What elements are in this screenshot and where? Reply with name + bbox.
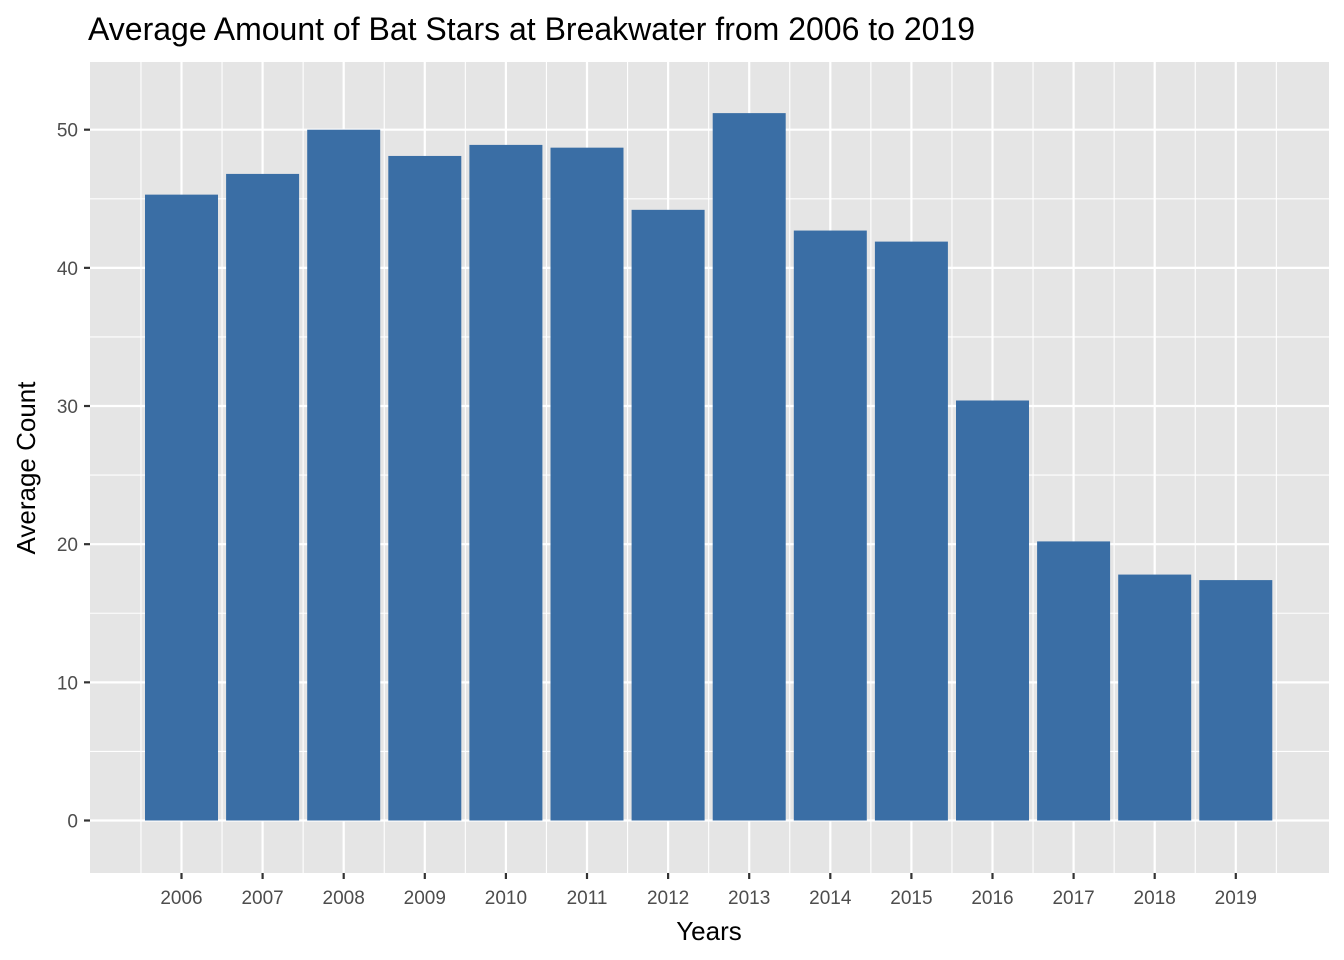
bar-2012 — [631, 209, 705, 821]
bar-2014 — [793, 230, 867, 821]
x-tick-label: 2017 — [1052, 888, 1094, 909]
y-tick-label: 50 — [57, 121, 78, 142]
x-tick-label: 2010 — [485, 888, 527, 909]
y-tick-label: 40 — [57, 259, 78, 280]
bar-2015 — [874, 241, 948, 821]
x-tick-label: 2014 — [809, 888, 852, 909]
x-tick-label: 2011 — [567, 888, 608, 909]
bar-2011 — [550, 147, 624, 821]
x-tick-label: 2015 — [890, 888, 932, 909]
y-axis-title: Average Count — [11, 381, 41, 555]
x-tick-label: 2019 — [1215, 888, 1257, 909]
bar-2007 — [226, 173, 300, 821]
bar-2008 — [307, 129, 381, 821]
x-tick-label: 2006 — [160, 888, 202, 909]
x-tick-label: 2009 — [404, 888, 446, 909]
bar-2018 — [1118, 574, 1192, 821]
bar-2019 — [1199, 580, 1273, 821]
bar-2017 — [1037, 541, 1111, 821]
x-tick-label: 2013 — [728, 888, 770, 909]
x-tick-label: 2012 — [647, 888, 689, 909]
x-tick-label: 2016 — [971, 888, 1013, 909]
bar-2006 — [145, 194, 218, 821]
bar-2010 — [469, 144, 543, 821]
bar-2016 — [956, 400, 1029, 821]
y-tick-label: 0 — [67, 811, 78, 832]
x-tick-label: 2018 — [1134, 888, 1176, 909]
x-tick-label: 2008 — [323, 888, 365, 909]
y-tick-label: 20 — [57, 535, 78, 556]
y-tick-label: 30 — [57, 397, 78, 418]
bar-2013 — [712, 113, 786, 821]
x-tick-label: 2007 — [241, 888, 283, 909]
y-tick-label: 10 — [57, 673, 78, 694]
chart-title: Average Amount of Bat Stars at Breakwate… — [88, 11, 975, 47]
x-axis-title: Years — [676, 916, 742, 946]
bars — [145, 113, 1273, 821]
y-axis: 0 10 20 30 40 50 — [57, 121, 90, 832]
x-axis: 2006 2007 2008 2009 2010 2011 2012 2013 2014 2015… — [160, 873, 1257, 909]
bar-2009 — [388, 155, 462, 821]
